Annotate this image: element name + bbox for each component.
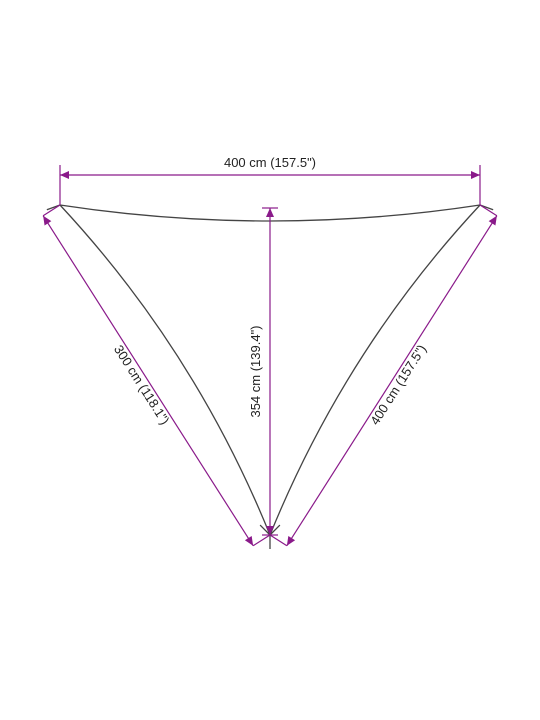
label-side: 400 cm (157.5") [367, 342, 429, 428]
arrowhead [266, 526, 274, 535]
label-top: 400 cm (157.5") [224, 155, 316, 170]
arrowhead [245, 536, 257, 548]
arrowhead [489, 214, 501, 226]
dim-side-tick [270, 535, 287, 546]
dim-side-tick [43, 205, 60, 216]
sail-edge-left [60, 205, 270, 535]
arrowhead [40, 214, 52, 226]
label-side: 300 cm (118.1") [111, 342, 173, 427]
sail-edge-right [270, 205, 480, 535]
label-height: 354 cm (139.4") [248, 325, 263, 417]
arrowhead [266, 208, 274, 217]
dim-side-tick [253, 535, 270, 546]
arrowhead [283, 536, 295, 548]
arrowhead [471, 171, 480, 179]
dimension-diagram: 400 cm (157.5") 354 cm (139.4") 300 cm (11… [0, 0, 540, 720]
arrowhead [60, 171, 69, 179]
dim-side-tick [480, 205, 497, 216]
